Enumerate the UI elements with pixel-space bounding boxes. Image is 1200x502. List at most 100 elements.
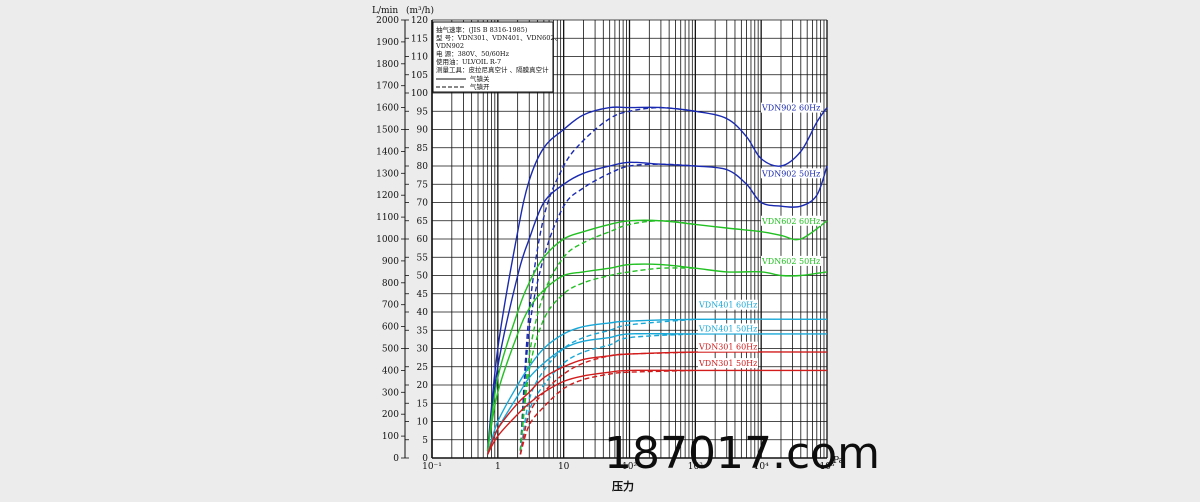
series-label-bg [761,255,821,266]
series-label-bg [761,102,821,113]
x-tick-label: 10 [558,462,570,472]
y-left-tick-label: 1500 [376,126,399,136]
y-right-tick-label: 85 [417,144,429,154]
legend-line-3: VDN902 [435,42,464,50]
y-right-tick-label: 95 [417,107,429,117]
series-label-bg [698,323,758,334]
series-label-bg [698,358,758,369]
y-right-tick-label: 90 [417,126,429,136]
y-left-tick-label: 400 [382,366,399,376]
series-line-vdn602-60hz [486,219,828,451]
y-right-tick-label: 70 [417,199,429,209]
legend-entry-solid: 气镇关 [470,74,490,83]
y-left-tick-label: 700 [382,301,399,311]
series-line-vdn902-60hz-ballast [519,106,696,451]
y-right-tick-label: 110 [411,53,428,63]
x-tick-label: 10⁵ [819,462,834,472]
series-labels: VDN902 60Hz VDN902 50Hz VDN602 60Hz VDN602 … [698,102,821,369]
x-axis-label: 压力 [612,479,634,493]
series-label-bg [698,341,758,352]
legend-line-1: 抽气速率：(JIS B 8316-1985) [436,25,528,34]
y-right-tick-label: 105 [411,71,428,81]
series-label-bg [761,168,821,179]
x-unit-label: Pa [833,456,845,466]
series-label-bg [761,215,821,226]
series-label-vdn301-60hz: VDN301 60Hz [698,343,757,352]
y-right-tick-label: 30 [417,345,429,355]
y-right-tick-label: 5 [422,436,428,446]
y-left-tick-label: 1400 [376,147,399,157]
axes: 0510152025303540455055606570758085909510… [376,16,835,472]
y-right-tick-label: 65 [417,217,429,227]
series-line-vdn301-50hz [486,369,827,455]
y-left-tick-label: 0 [393,454,399,464]
series-line-vdn401-60hz-ballast [519,318,696,455]
series-label-vdn902-60hz: VDN902 60Hz [761,104,820,113]
y-left-tick-label: 1700 [376,82,399,92]
series-line-vdn602-60hz-ballast [519,220,696,451]
y-right-tick-label: 0 [422,454,428,464]
x-tick-label: 10⁻¹ [422,462,442,472]
series-line-vdn902-60hz [486,106,828,451]
series-line-vdn301-60hz [486,351,828,455]
legend-box: 抽气速率：(JIS B 8316-1985) 型 号：VDN301、VDN401… [432,21,561,93]
series-line-vdn602-50hz [486,263,828,451]
y-right-tick-label: 115 [411,34,428,44]
y-left-tick-label: 900 [382,257,399,267]
series-label-vdn902-50hz: VDN902 50Hz [761,169,820,178]
y-left-tick-label: 200 [382,410,399,420]
y-left-tick-label: 1200 [376,191,399,201]
series-line-vdn902-50hz [486,161,828,451]
series-label-vdn602-60hz: VDN602 60Hz [761,217,820,226]
series-line-vdn301-50hz-ballast [519,369,696,455]
series-lines [486,106,828,455]
y-left-tick-label: 300 [382,388,399,398]
series-line-vdn401-50hz-ballast [519,333,696,455]
series-label-vdn401-60hz: VDN401 60Hz [698,301,757,310]
y-left-tick-label: 1900 [376,38,399,48]
y-left-tick-label: 800 [382,279,399,289]
y-left-tick-label: 1000 [376,235,399,245]
y-left-tick-label: 2000 [376,16,399,26]
y-right-tick-label: 50 [417,272,429,282]
series-label-vdn401-50hz: VDN401 50Hz [698,324,757,333]
series-label-vdn602-50hz: VDN602 50Hz [761,257,820,266]
y-right-tick-label: 35 [417,326,429,336]
y-right-tick-label: 120 [411,16,428,26]
watermark: 187017.com [604,428,880,479]
x-tick-label: 10² [622,462,637,472]
y-right-tick-label: 20 [417,381,429,391]
y-left-tick-label: 1800 [376,60,399,70]
y-right-tick-label: 25 [417,363,429,373]
y-right-tick-label: 100 [411,89,428,99]
x-tick-label: 10³ [688,462,703,472]
y-left-tick-label: 600 [382,323,399,333]
y-left-tick-label: 100 [382,432,399,442]
legend-line-4: 电 源：380V、50/60Hz [436,49,510,58]
y-right-tick-label: 80 [417,162,429,172]
y-left-tick-label: 1600 [376,104,399,114]
legend-line-2: 型 号：VDN301、VDN401、VDN602、 [436,33,561,42]
y-right-tick-label: 75 [417,180,429,190]
x-tick-label: 1 [495,462,501,472]
y-left-label: L/min [372,6,398,16]
y-left-tick-label: 1300 [376,169,399,179]
y-right-tick-label: 45 [417,290,429,300]
y-right-tick-label: 40 [417,308,429,318]
y-right-tick-label: 15 [417,399,429,409]
legend-entry-dashed: 气镇开 [470,82,490,91]
y-left-tick-label: 1100 [376,213,399,223]
y-right-tick-label: 10 [417,418,429,428]
series-line-vdn301-60hz-ballast [519,351,696,455]
series-line-vdn602-50hz-ballast [519,267,696,451]
y-right-tick-label: 60 [417,235,429,245]
legend-line-5: 使用油：ULVOIL R-7 [436,57,501,66]
series-line-vdn401-50hz [486,332,827,455]
y-right-label: (m³/h) [406,5,434,16]
series-label-bg [698,299,758,310]
legend-line-6: 测量工具：皮拉尼真空计 、隔膜真空计 [436,65,549,74]
y-left-tick-label: 500 [382,345,399,355]
series-label-vdn301-50hz: VDN301 50Hz [698,359,757,368]
